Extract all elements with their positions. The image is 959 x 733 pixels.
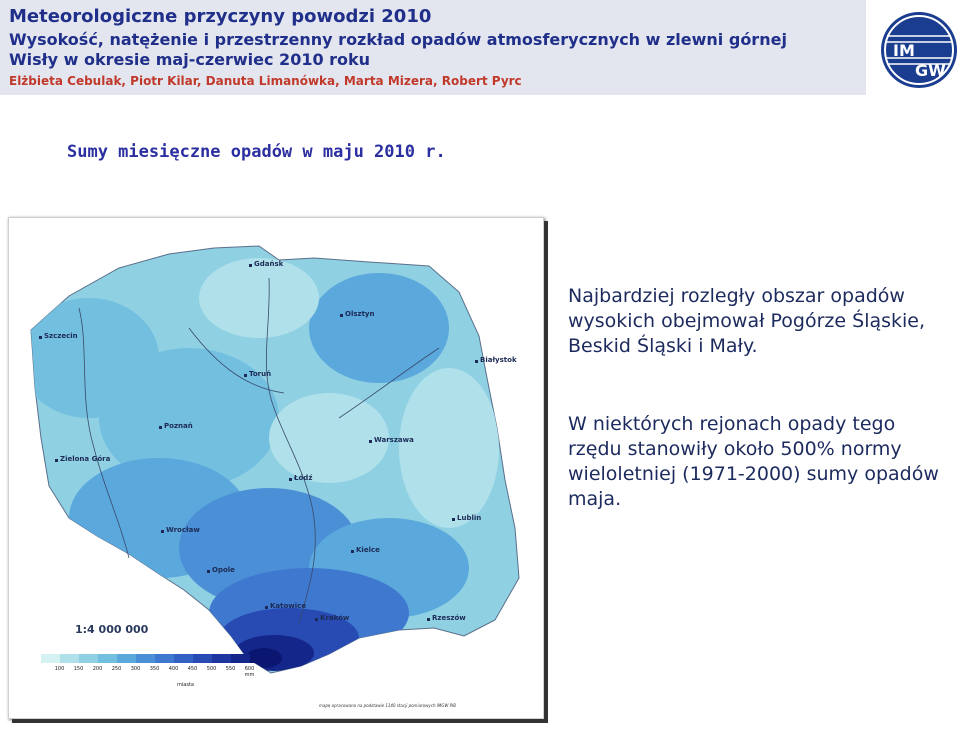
legend-swatch <box>174 654 193 663</box>
city-marker <box>55 459 58 462</box>
city-label: Białystok <box>480 356 517 364</box>
header-banner: Meteorologiczne przyczyny powodzi 2010 W… <box>0 0 866 95</box>
city-marker <box>161 530 164 533</box>
legend-swatch <box>250 654 269 663</box>
city-marker <box>159 426 162 429</box>
legend-value: 350 <box>149 666 160 672</box>
map-scale: 1:4 000 000 <box>75 623 149 636</box>
legend-value: 600 mm <box>244 666 255 678</box>
city-marker <box>427 618 430 621</box>
city-label: Zielona Góra <box>60 455 111 463</box>
city-marker <box>39 336 42 339</box>
city-label: Łódź <box>294 474 313 482</box>
city-marker <box>289 478 292 481</box>
legend-swatch <box>193 654 212 663</box>
legend-value: 300 <box>130 666 141 672</box>
legend-value: 150 <box>73 666 84 672</box>
legend-swatch <box>155 654 174 663</box>
map-title: Sumy miesięczne opadów w maju 2010 r. <box>67 142 446 162</box>
description-paragraph-2: W niektórych rejonach opady tego rzędu s… <box>568 413 939 510</box>
legend-value: 200 <box>92 666 103 672</box>
city-label: Szczecin <box>44 332 78 340</box>
city-marker <box>351 550 354 553</box>
city-label: Katowice <box>270 602 307 610</box>
presentation-subtitle-line2: Wisły w okresie maj-czerwiec 2010 roku <box>9 50 371 69</box>
legend-value: 400 <box>168 666 179 672</box>
city-label: Rzeszów <box>432 614 466 622</box>
legend-labels: 100 150 200 250 300 350 400 450 500 550 600 mm <box>50 666 259 678</box>
legend-swatch <box>136 654 155 663</box>
legend-swatch <box>212 654 231 663</box>
legend-value: 100 <box>54 666 65 672</box>
map-graphic <box>30 245 520 674</box>
presentation-subtitle-line1: Wysokość, natężenie i przestrzenny rozkł… <box>9 30 787 49</box>
authors-line: Elżbieta Cebulak, Piotr Kilar, Danuta Li… <box>9 74 522 88</box>
city-label: Wrocław <box>166 526 200 534</box>
map-source-note: mapę opracowano na podstawie 1140 stacji… <box>319 703 457 708</box>
legend-swatch <box>79 654 98 663</box>
city-marker <box>244 374 247 377</box>
presentation-title: Meteorologiczne przyczyny powodzi 2010 <box>9 6 432 27</box>
legend-city-label: miasta <box>177 682 194 688</box>
city-label: Lublin <box>457 514 482 522</box>
city-marker <box>340 314 343 317</box>
legend-value: 500 <box>206 666 217 672</box>
city-label: Warszawa <box>374 436 414 444</box>
city-marker <box>249 264 252 267</box>
imgw-logo: IM GW <box>881 12 957 88</box>
legend-value: 250 <box>111 666 122 672</box>
precipitation-map: Gdańsk Olsztyn Szczecin Białystok Toruń Pozna… <box>8 217 544 719</box>
legend-value: 450 <box>187 666 198 672</box>
logo-text-top: IM <box>893 41 915 60</box>
description-paragraph-1: Najbardziej rozległy obszar opadów wysok… <box>568 285 926 357</box>
legend-value: 550 <box>225 666 236 672</box>
legend-swatch <box>231 654 250 663</box>
city-marker <box>207 570 210 573</box>
city-label: Gdańsk <box>254 260 284 268</box>
precipitation-legend <box>41 654 269 663</box>
legend-swatch <box>60 654 79 663</box>
city-label: Poznań <box>164 422 193 430</box>
city-marker <box>265 606 268 609</box>
city-label: Kielce <box>356 546 380 554</box>
city-label: Kraków <box>320 614 350 622</box>
city-marker <box>452 518 455 521</box>
logo-text-bottom: GW <box>915 61 946 80</box>
legend-swatch <box>41 654 60 663</box>
legend-swatch <box>117 654 136 663</box>
city-label: Opole <box>212 566 235 574</box>
legend-swatch <box>98 654 117 663</box>
city-marker <box>475 360 478 363</box>
city-label: Olsztyn <box>345 310 375 318</box>
city-label: Toruń <box>249 370 272 378</box>
city-marker <box>369 440 372 443</box>
city-marker <box>315 618 318 621</box>
